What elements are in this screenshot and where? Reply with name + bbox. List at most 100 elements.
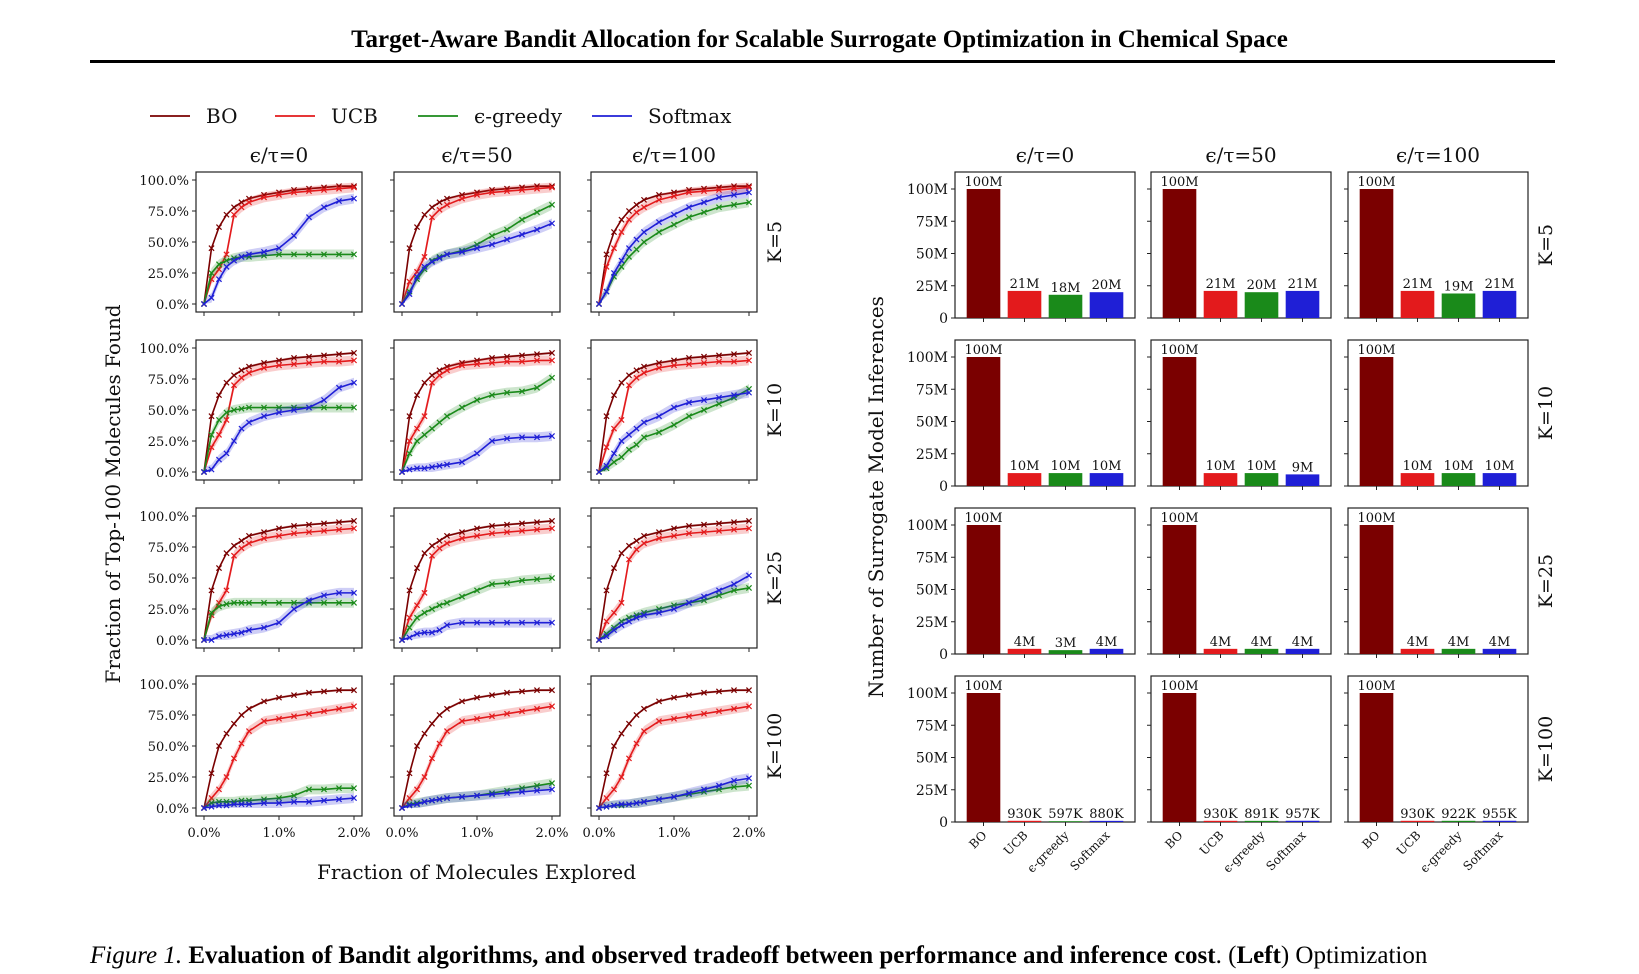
data-point-marker [305,251,313,258]
data-point-marker [700,199,708,206]
series-softmax [200,377,358,476]
data-point-marker [603,803,610,810]
data-point-marker [413,224,421,231]
subplot-frame [195,675,363,817]
x-tick-label: BO [1162,828,1185,851]
data-point-marker [200,300,208,308]
data-point-marker [275,245,283,252]
data-point-marker [413,630,421,637]
data-point-marker [305,710,313,717]
data-point-marker [610,229,618,236]
y-tick-label: 100M [907,686,948,702]
y-tick-label: 25.0% [148,267,189,282]
data-point-marker [715,587,723,594]
legend-item: BO [150,104,237,128]
data-point-marker [238,545,245,552]
caption-rest: ) Optimization [1280,942,1428,969]
series-ucb [595,523,753,644]
data-point-marker [473,619,481,626]
data-point-marker [640,798,648,805]
bar-subplot: 100M 4M 4M 4M [1344,507,1529,658]
data-point-marker [610,786,618,793]
row-label: K=25 [1535,554,1557,608]
series-greedy [595,383,753,476]
data-point-marker [533,576,541,583]
data-point-marker [350,589,358,596]
bar [1400,473,1435,486]
data-point-marker [208,245,215,252]
y-tick-label: 25M [916,615,948,631]
confidence-band [599,387,749,472]
data-point-marker [610,459,618,466]
data-point-marker [640,196,648,203]
data-point-marker [655,191,663,198]
data-point-marker [685,361,693,368]
legend-label: Softmax [648,104,732,128]
data-point-marker [610,269,618,277]
data-point-marker [670,211,678,218]
bar [1089,820,1124,822]
data-point-marker [436,206,443,213]
y-tick-label: 75M [916,214,948,230]
y-tick-label: 100.0% [139,174,189,189]
row-label: K=10 [1535,386,1557,440]
bar [1441,473,1476,486]
bar-subplot: 100M BO 930K UCB 922K ϵ-greedy 955K Softmax [1344,675,1529,875]
data-point-marker [443,540,451,547]
data-point-marker [350,404,358,411]
data-point-marker [398,300,406,308]
bar [1162,357,1197,486]
bar [1007,290,1042,318]
data-point-marker [625,245,633,252]
data-point-marker [618,216,625,223]
subplot-frame [393,507,561,649]
data-point-marker [655,229,663,236]
y-tick-label: 0.0% [156,634,189,649]
bar-value-label: 930K [1203,807,1238,822]
data-point-marker [290,361,298,368]
data-point-marker [670,357,678,364]
data-point-marker [625,431,633,438]
y-tick-label: 0.0% [156,466,189,481]
bar [966,693,1001,822]
series-greedy [200,783,358,812]
bar [1359,189,1394,318]
line-subplot [390,171,561,316]
data-point-marker [215,742,223,750]
series-softmax [200,193,358,308]
bar-value-label: 10M [1247,459,1277,474]
data-point-marker [335,589,343,596]
data-point-marker [488,619,496,626]
data-point-marker [290,713,298,720]
data-point-marker [745,389,753,396]
data-point-marker [406,245,413,252]
data-point-marker [610,450,618,457]
data-point-marker [548,619,556,626]
data-point-marker [436,419,443,426]
data-point-marker [238,740,245,747]
data-point-marker [633,537,640,544]
data-point-marker [533,185,541,192]
data-point-marker [745,584,753,591]
y-tick-label: 0 [939,311,948,327]
data-point-marker [503,619,511,626]
data-point-marker [518,619,526,626]
subplot-frame [393,675,561,817]
bar-value-label: 9M [1292,460,1314,475]
data-point-marker [290,354,298,361]
confidence-band [204,701,354,808]
bar [1048,650,1083,654]
data-point-marker [428,552,436,559]
data-point-marker [223,550,230,557]
data-point-marker [305,214,313,221]
data-point-marker [618,773,625,781]
data-point-marker [473,191,481,198]
data-point-marker [503,579,511,586]
bar-value-label: 880K [1089,807,1124,822]
data-point-marker [305,597,313,604]
data-point-marker [625,253,633,260]
data-point-marker [745,349,753,356]
data-point-marker [685,399,693,406]
data-point-marker [260,413,268,420]
data-point-marker [208,587,215,594]
